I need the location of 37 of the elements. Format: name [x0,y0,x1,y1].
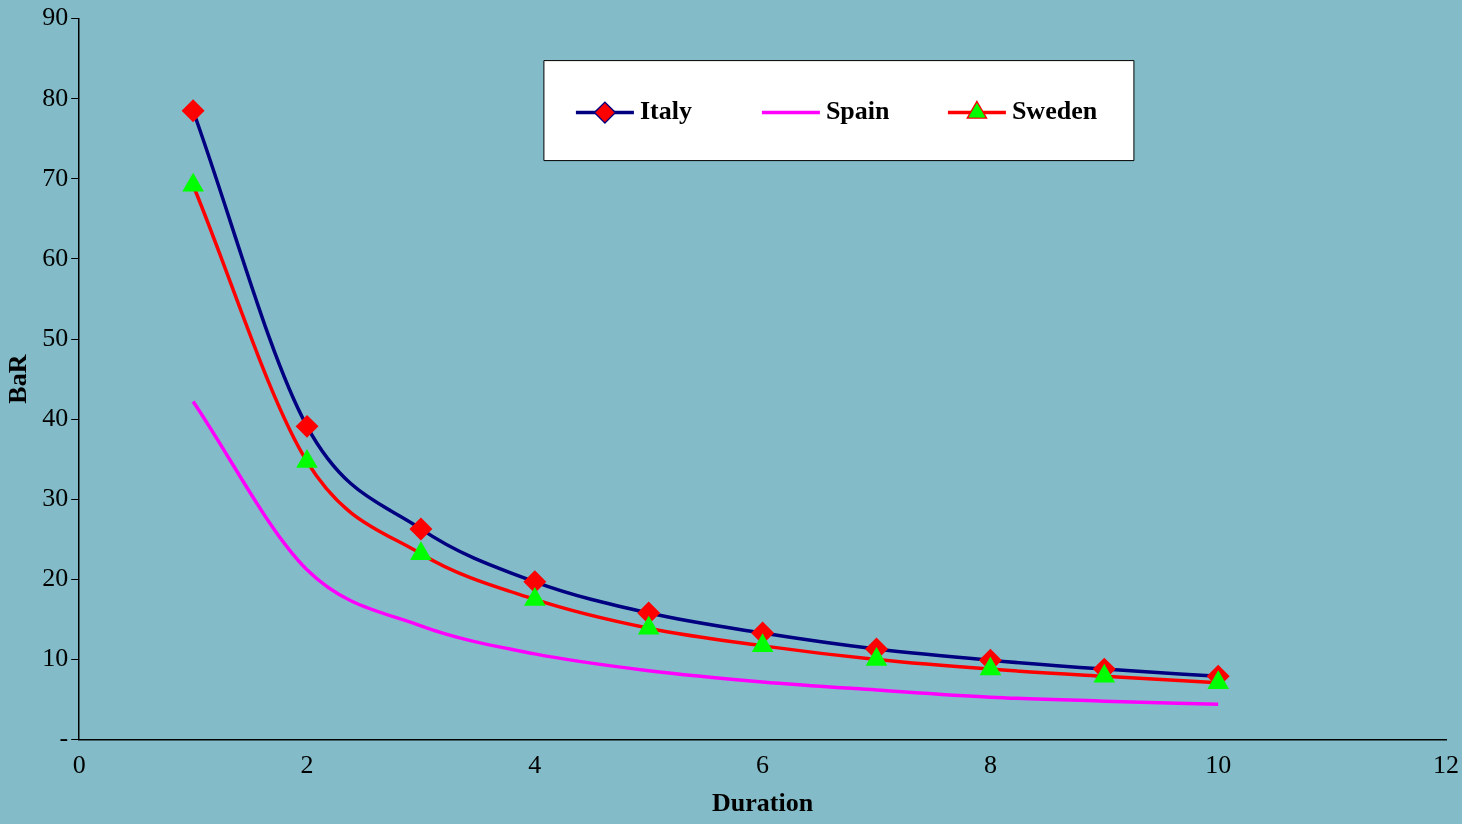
y-tick-label: 40 [42,402,69,432]
x-tick-label: 2 [300,750,314,780]
y-tick-label: 70 [42,162,69,192]
legend-label: Sweden [1011,96,1098,126]
y-tick-label: 50 [42,322,69,352]
point [639,617,659,635]
legend-label: Spain [825,96,891,126]
line-series [191,399,1220,707]
y-tick-label: 60 [42,242,69,272]
point [1208,671,1228,689]
point [296,415,318,438]
y-tick-label: 30 [42,483,69,513]
y-tick-label: 90 [42,2,69,32]
legend-label: Italy [639,96,692,126]
y-tick-label: 80 [42,82,69,112]
point [524,571,546,593]
x-tick-label: 4 [528,750,542,780]
point [183,174,203,192]
x-axis-title: Duration [712,788,814,818]
x-tick-label: 0 [72,750,86,780]
point [637,602,660,624]
point [411,542,431,560]
point [753,635,773,653]
point [410,518,432,540]
x-tick-label: 10 [1205,750,1232,780]
y-tick-label: 20 [42,563,69,593]
y-tick-label: 10 [42,643,69,673]
point [866,648,887,666]
point [182,99,204,122]
y-tick-label: - [59,723,69,753]
y-axis-title: BaR [3,354,33,404]
x-tick-label: 8 [983,750,997,780]
point [297,450,317,468]
point [525,588,545,606]
x-tick-label: 12 [1433,750,1459,780]
x-tick-label: 6 [756,750,770,780]
point [980,658,1000,676]
